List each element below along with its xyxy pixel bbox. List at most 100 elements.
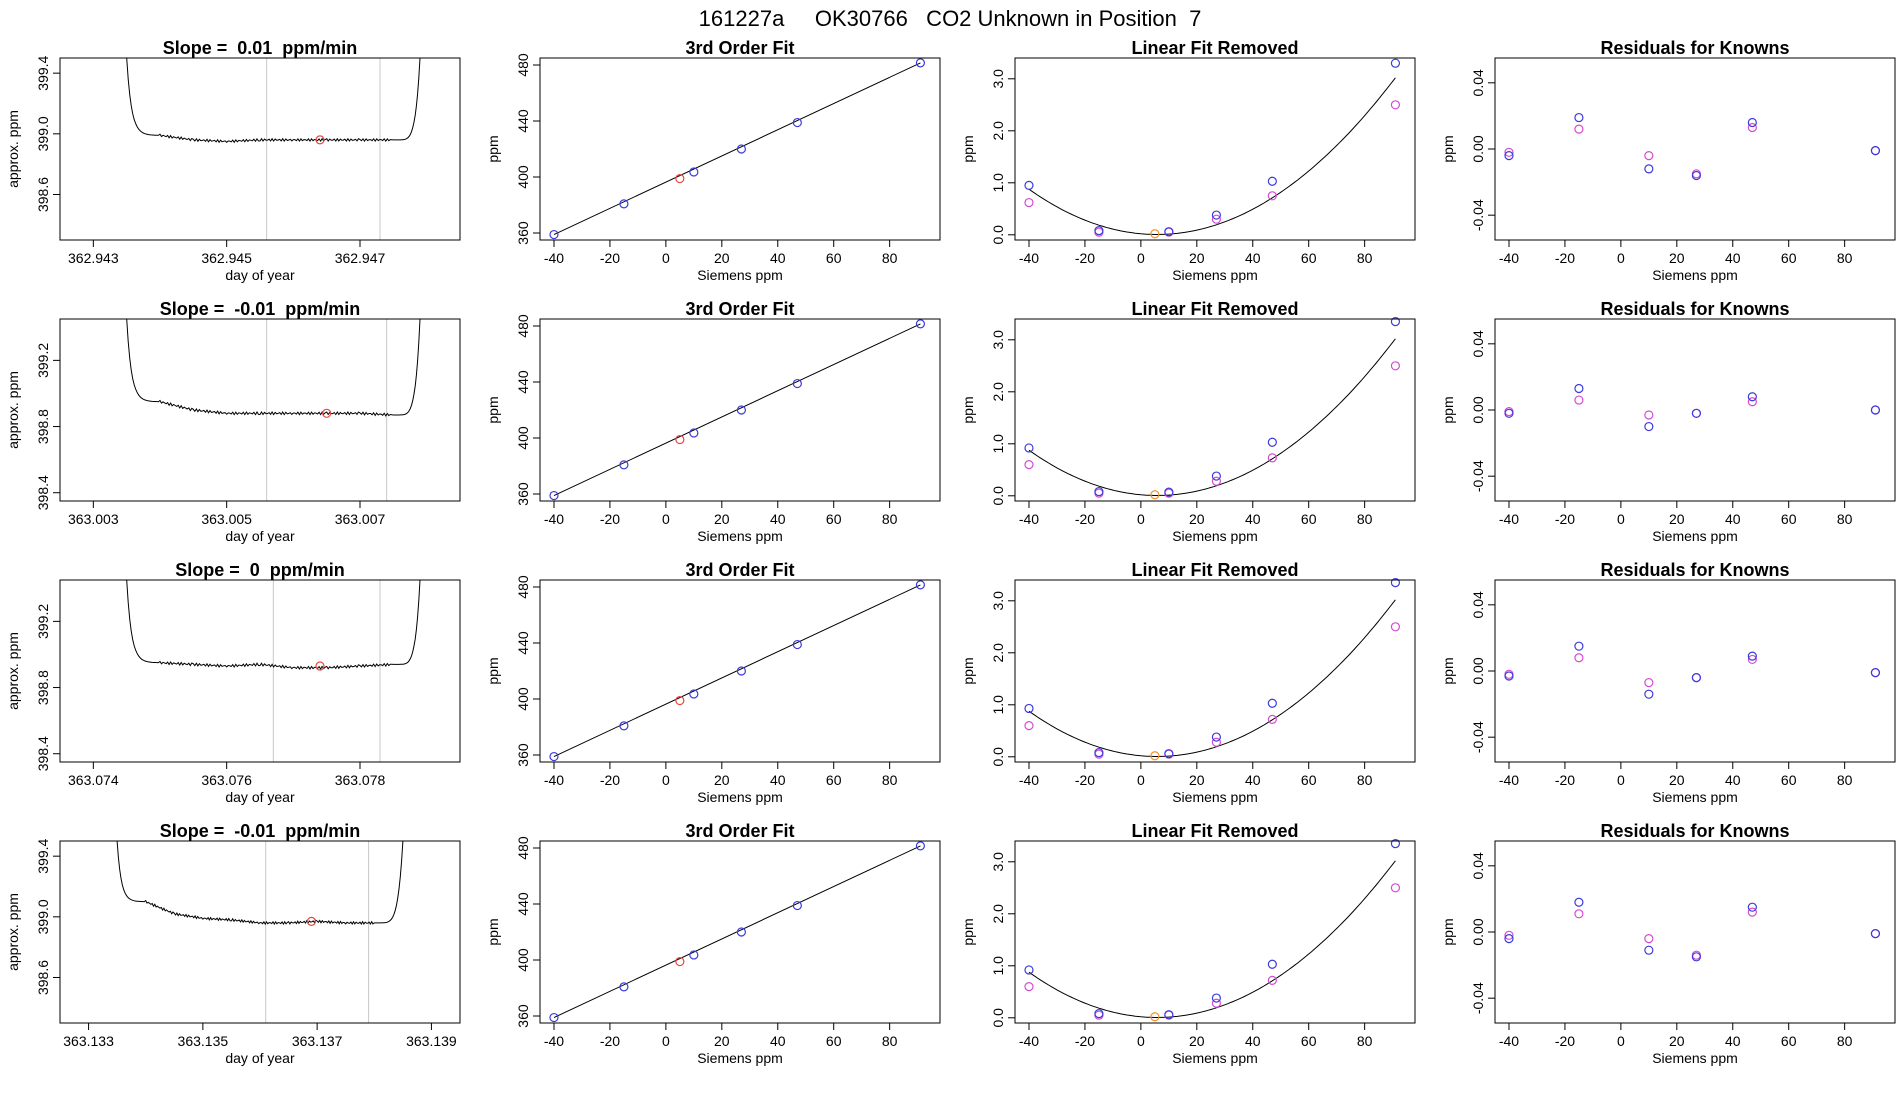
panel-1-4: Residuals for Knowns -40 -20 0 20 40 60 80 -0.04… [1440, 38, 1896, 283]
x-tick-label: 0 [662, 772, 670, 788]
x-tick-label: 20 [1669, 511, 1685, 527]
y-axis-label: ppm [960, 918, 976, 945]
concentration-trace [126, 318, 421, 417]
x-tick-label: -40 [1019, 772, 1039, 788]
known-point [1870, 668, 1881, 678]
panel-title: Slope = -0.01 ppm/min [160, 299, 361, 319]
y-tick-label: 399.2 [35, 604, 51, 639]
x-tick-label: 80 [1837, 511, 1853, 527]
y-tick-label: 2.0 [990, 643, 1006, 663]
linear-removed-point [1211, 476, 1221, 486]
linear-removed-point [1211, 998, 1221, 1008]
known-point [792, 117, 802, 128]
known-point [619, 982, 629, 992]
linear-removed-point [1574, 909, 1584, 919]
linear-removed-point [1390, 100, 1401, 110]
plot-frame [1494, 318, 1896, 502]
y-tick-label: 360 [515, 482, 531, 506]
x-tick-label: -40 [1499, 250, 1519, 266]
y-tick-label: 398.4 [35, 736, 51, 771]
known-point [1211, 732, 1221, 742]
panel-3-3: Linear Fit Removed -40 -20 0 20 40 60 80 0.0 1.0 2… [960, 560, 1416, 805]
x-tick-label: -40 [1499, 1033, 1519, 1049]
panel-4-2: 3rd Order Fit -40 -20 0 20 40 60 80 360 400 440 480… [485, 821, 941, 1066]
x-tick-label: 363.139 [406, 1033, 457, 1049]
y-tick-label: 1.0 [990, 956, 1006, 976]
y-tick-label: 0.00 [1470, 918, 1486, 945]
x-tick-label: 363.007 [335, 511, 386, 527]
x-tick-label: 80 [1837, 772, 1853, 788]
linear-removed-point [1267, 453, 1277, 463]
unknown-point [1150, 1012, 1160, 1022]
y-tick-label: 400 [515, 426, 531, 450]
known-point [1504, 671, 1514, 681]
y-tick-label: -0.04 [1470, 199, 1486, 231]
x-axis-label: day of year [225, 1050, 295, 1066]
panel-title: Linear Fit Removed [1131, 38, 1298, 58]
linear-removed-point [1747, 397, 1757, 407]
known-point [1267, 176, 1277, 186]
y-axis-label: approx. ppm [5, 632, 21, 710]
plot-frame [59, 840, 461, 1024]
x-tick-label: -20 [1555, 1033, 1575, 1049]
x-tick-label: 60 [826, 250, 842, 266]
linear-removed-point [1747, 907, 1757, 917]
known-point [792, 378, 802, 389]
known-point [1267, 437, 1277, 447]
known-point [1870, 146, 1881, 156]
y-tick-label: 399.0 [35, 899, 51, 934]
unknown-marker [306, 916, 317, 926]
known-point [1504, 151, 1514, 161]
y-tick-label: 3.0 [990, 591, 1006, 611]
x-tick-label: -40 [544, 772, 564, 788]
y-tick-label: 440 [515, 109, 531, 133]
x-tick-label: 0 [1617, 772, 1625, 788]
panel-1-3: Linear Fit Removed -40 -20 0 20 40 60 80 0.0 1.0 2… [960, 38, 1416, 283]
page-title: 161227a OK30766 CO2 Unknown in Position … [699, 6, 1202, 31]
x-tick-label: -40 [544, 511, 564, 527]
linear-removed-point [1024, 460, 1034, 470]
known-point [1691, 952, 1701, 962]
x-axis-label: Siemens ppm [1172, 267, 1258, 283]
panel-1-2: 3rd Order Fit -40 -20 0 20 40 60 80 360 400 440 480… [485, 38, 941, 283]
panel-1-1: Slope = 0.01 ppm/min 362.943 362.945 362.94… [5, 38, 461, 283]
plot-frame [539, 579, 941, 763]
y-tick-label: 398.4 [35, 475, 51, 510]
known-point [1390, 838, 1401, 849]
unknown-marker [315, 661, 325, 671]
linear-removed-point [1024, 720, 1034, 731]
plot-frame [59, 579, 461, 763]
x-axis-label: Siemens ppm [1652, 789, 1738, 805]
known-point [1747, 651, 1757, 661]
known-point [1164, 227, 1174, 237]
known-point [549, 229, 559, 240]
known-point [549, 751, 559, 762]
linear-removed-point [1574, 124, 1584, 134]
known-point [915, 580, 926, 590]
x-tick-label: 80 [1357, 1033, 1373, 1049]
y-axis-label: ppm [1440, 657, 1456, 684]
x-tick-label: 60 [826, 511, 842, 527]
y-tick-label: 0.00 [1470, 396, 1486, 423]
panel-title: Slope = 0.01 ppm/min [163, 38, 358, 58]
known-point [1094, 226, 1104, 236]
y-tick-label: 0.04 [1470, 852, 1486, 879]
linear-removed-point [1747, 654, 1757, 665]
x-tick-label: 20 [1189, 1033, 1205, 1049]
y-tick-label: 398.6 [35, 177, 51, 212]
panel-title: Slope = -0.01 ppm/min [160, 821, 361, 841]
x-tick-label: 60 [826, 772, 842, 788]
known-point [1747, 392, 1757, 402]
plot-frame [1494, 579, 1896, 763]
plot-frame [1014, 840, 1416, 1024]
plot-frame [1014, 579, 1416, 763]
known-point [736, 144, 746, 154]
unknown-point [1150, 229, 1160, 239]
known-point [689, 950, 699, 960]
x-tick-label: -20 [1075, 250, 1095, 266]
y-tick-label: 440 [515, 370, 531, 394]
y-axis-label: approx. ppm [5, 371, 21, 449]
x-tick-label: 40 [770, 1033, 786, 1049]
x-tick-label: 20 [714, 511, 730, 527]
y-tick-label: 0.0 [990, 1008, 1006, 1028]
